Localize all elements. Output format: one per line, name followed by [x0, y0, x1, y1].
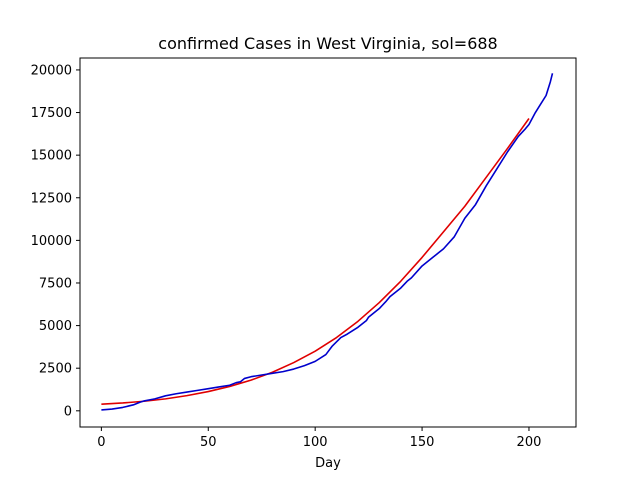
y-axis: 0 2500 5000 7500 10000 12500 15000 17500 20000: [31, 63, 80, 419]
y-tick-label: 5000: [39, 319, 72, 334]
y-tick-label: 7500: [39, 276, 72, 291]
x-tick-label: 200: [517, 435, 542, 450]
x-axis: 0 50 100 150 200: [97, 427, 541, 450]
y-tick-label: 10000: [31, 234, 72, 249]
y-tick-label: 20000: [31, 63, 72, 78]
y-tick-label: 15000: [31, 149, 72, 164]
x-tick-label: 100: [303, 435, 328, 450]
y-tick-label: 17500: [31, 106, 72, 121]
series-line-1: [101, 73, 554, 411]
y-tick-label: 12500: [31, 191, 72, 206]
chart-title: confirmed Cases in West Virginia, sol=68…: [158, 34, 497, 53]
y-tick-label: 0: [64, 404, 72, 419]
x-axis-label: Day: [315, 456, 341, 471]
x-tick-label: 50: [200, 435, 217, 450]
x-tick-label: 0: [97, 435, 105, 450]
series-line-0: [101, 118, 530, 405]
x-tick-label: 150: [410, 435, 435, 450]
series-layer: [101, 73, 554, 411]
y-tick-label: 2500: [39, 362, 72, 377]
plot-frame: [79, 57, 577, 428]
